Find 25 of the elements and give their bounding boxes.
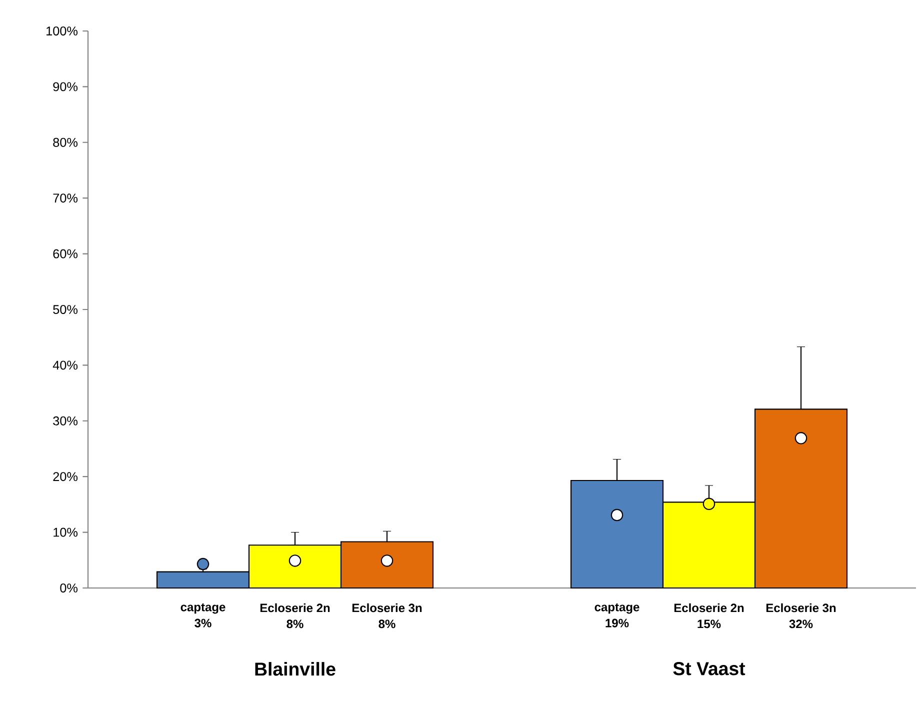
y-tick-label: 90% bbox=[53, 82, 78, 92]
y-tick-label: 50% bbox=[53, 305, 78, 314]
x-tick-label: Ecloserie 3n bbox=[766, 603, 836, 612]
text: Blainville bbox=[255, 662, 336, 676]
y-tick-label: 60% bbox=[53, 249, 78, 258]
x-tick-label: captage bbox=[180, 603, 226, 614]
y-tick-label: 10% bbox=[54, 528, 78, 537]
y-tick-label: 40% bbox=[52, 360, 78, 370]
y-tick-label: 20% bbox=[53, 472, 78, 482]
data-label: 3% bbox=[194, 618, 212, 628]
data-label: 32% bbox=[789, 620, 813, 628]
y-tick-label: 70% bbox=[53, 194, 78, 203]
y-tick-label: 80% bbox=[53, 138, 78, 147]
data-label: 8% bbox=[286, 620, 304, 628]
y-tick-label: 30% bbox=[53, 416, 78, 426]
y-tick-label: 100% bbox=[46, 26, 78, 36]
data-label: 8% bbox=[378, 620, 396, 628]
x-tick-label: captage bbox=[594, 603, 640, 614]
y-tick-label: 0% bbox=[60, 584, 78, 592]
data-label: 15% bbox=[698, 620, 721, 628]
text: St Vaast bbox=[673, 662, 746, 676]
x-tick-label: Ecloserie 2n bbox=[260, 603, 330, 612]
data-label: 19% bbox=[606, 618, 629, 628]
x-tick-label: Ecloserie 2n bbox=[674, 603, 744, 612]
x-tick-label: Ecloserie 3n bbox=[352, 603, 422, 612]
